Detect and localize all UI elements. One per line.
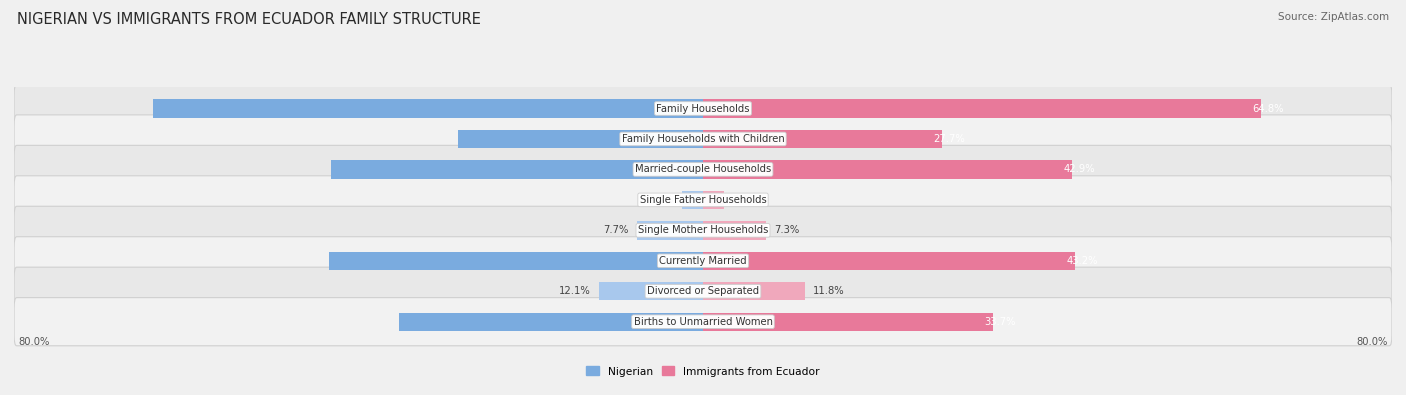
Text: 43.2%: 43.2%: [1066, 256, 1098, 266]
Text: Family Households with Children: Family Households with Children: [621, 134, 785, 144]
Text: 33.7%: 33.7%: [984, 317, 1017, 327]
Bar: [399, 312, 703, 331]
Text: 80.0%: 80.0%: [18, 337, 49, 348]
Text: Single Father Households: Single Father Households: [640, 195, 766, 205]
Text: 80.0%: 80.0%: [1357, 337, 1388, 348]
Bar: [329, 252, 703, 270]
Text: 12.1%: 12.1%: [558, 286, 591, 296]
FancyBboxPatch shape: [14, 85, 1392, 133]
Text: 7.3%: 7.3%: [775, 225, 800, 235]
Text: Family Households: Family Households: [657, 103, 749, 113]
Bar: [703, 99, 1261, 118]
Text: 2.4%: 2.4%: [733, 195, 758, 205]
FancyBboxPatch shape: [14, 176, 1392, 224]
FancyBboxPatch shape: [14, 297, 1392, 346]
Text: 27.7%: 27.7%: [934, 134, 965, 144]
Text: 42.9%: 42.9%: [1064, 164, 1095, 175]
Text: Divorced or Separated: Divorced or Separated: [647, 286, 759, 296]
Bar: [330, 160, 703, 179]
Text: 28.4%: 28.4%: [658, 134, 690, 144]
Text: 64.8%: 64.8%: [1253, 103, 1284, 113]
Legend: Nigerian, Immigrants from Ecuador: Nigerian, Immigrants from Ecuador: [585, 364, 821, 379]
Bar: [703, 221, 766, 239]
FancyBboxPatch shape: [14, 145, 1392, 194]
Text: 2.4%: 2.4%: [648, 195, 673, 205]
Text: Births to Unmarried Women: Births to Unmarried Women: [634, 317, 772, 327]
Bar: [637, 221, 703, 239]
Bar: [703, 160, 1073, 179]
Text: Married-couple Households: Married-couple Households: [636, 164, 770, 175]
Text: Currently Married: Currently Married: [659, 256, 747, 266]
Bar: [703, 191, 724, 209]
Bar: [703, 252, 1076, 270]
Text: NIGERIAN VS IMMIGRANTS FROM ECUADOR FAMILY STRUCTURE: NIGERIAN VS IMMIGRANTS FROM ECUADOR FAMI…: [17, 12, 481, 27]
FancyBboxPatch shape: [14, 115, 1392, 163]
FancyBboxPatch shape: [14, 267, 1392, 315]
Text: Source: ZipAtlas.com: Source: ZipAtlas.com: [1278, 12, 1389, 22]
Text: Single Mother Households: Single Mother Households: [638, 225, 768, 235]
Bar: [703, 282, 804, 301]
Bar: [599, 282, 703, 301]
Text: 43.4%: 43.4%: [658, 256, 690, 266]
Text: 35.3%: 35.3%: [658, 317, 690, 327]
Bar: [703, 130, 942, 148]
FancyBboxPatch shape: [14, 206, 1392, 254]
Text: 63.9%: 63.9%: [658, 103, 690, 113]
Text: 43.2%: 43.2%: [658, 164, 690, 175]
Text: 11.8%: 11.8%: [813, 286, 845, 296]
Bar: [458, 130, 703, 148]
Bar: [682, 191, 703, 209]
Bar: [153, 99, 703, 118]
Text: 7.7%: 7.7%: [603, 225, 628, 235]
FancyBboxPatch shape: [14, 237, 1392, 285]
Bar: [703, 312, 993, 331]
